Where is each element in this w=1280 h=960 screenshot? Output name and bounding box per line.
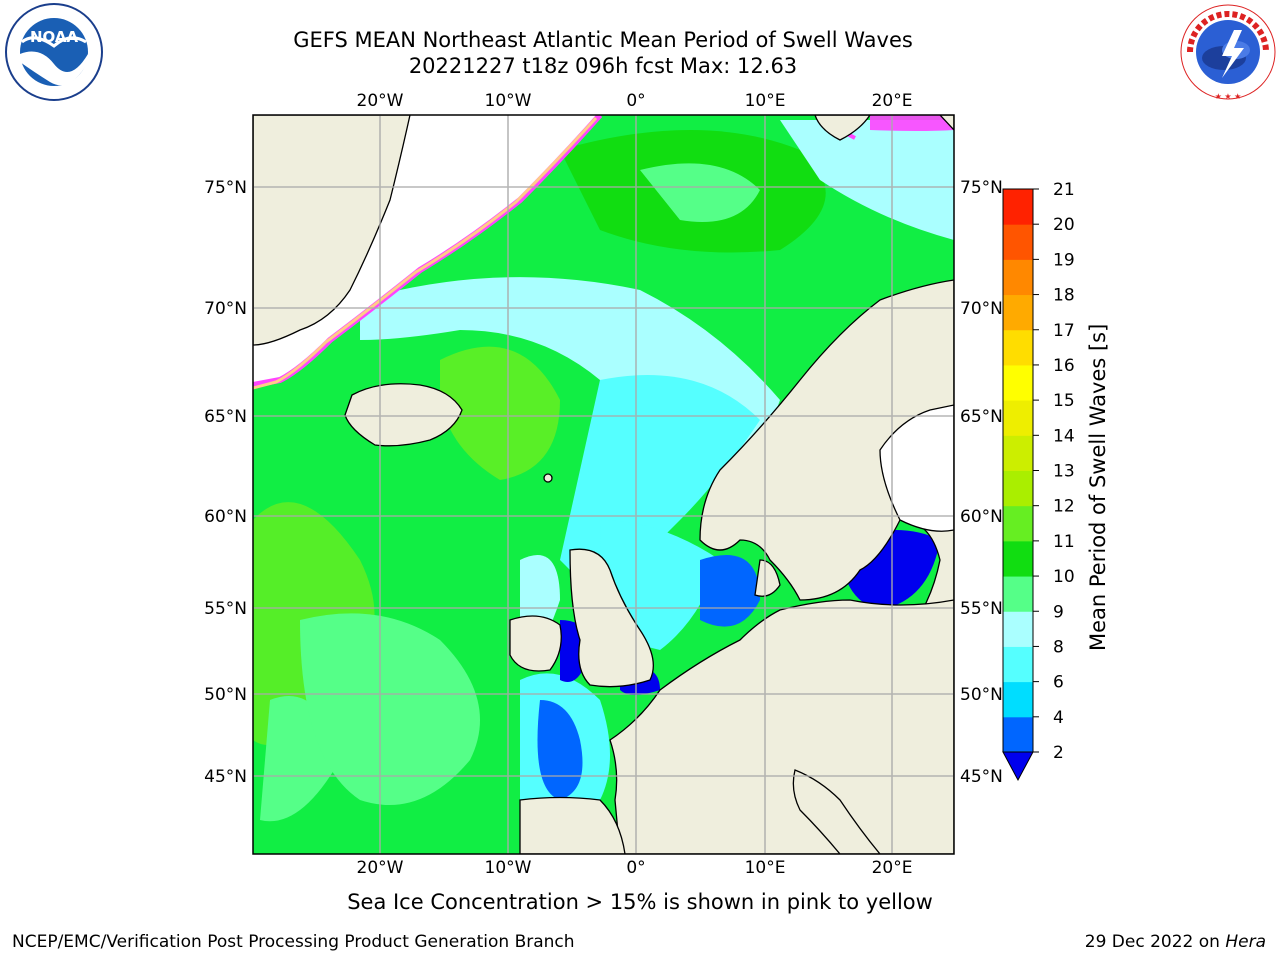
colorbar-tick-label: 4 bbox=[1053, 708, 1064, 728]
colorbar-tick-label: 19 bbox=[1053, 250, 1075, 270]
lat-label: 70°N bbox=[960, 299, 1003, 319]
colorbar-tick-label: 6 bbox=[1053, 673, 1064, 693]
footer-date-text: 29 Dec 2022 on bbox=[1084, 932, 1220, 952]
colorbar-segment bbox=[1003, 505, 1033, 542]
lat-label: 75°N bbox=[960, 178, 1003, 198]
colorbar-label: Mean Period of Swell Waves [s] bbox=[1086, 323, 1110, 651]
lon-label: 20°W bbox=[357, 91, 404, 111]
footer-host: Hera bbox=[1225, 932, 1266, 952]
lat-label: 45°N bbox=[960, 767, 1003, 787]
svg-text:★ ★ ★: ★ ★ ★ bbox=[1215, 92, 1242, 101]
colorbar-tick-label: 11 bbox=[1053, 532, 1075, 552]
colorbar-segment bbox=[1003, 646, 1033, 683]
lat-label: 50°N bbox=[960, 685, 1003, 705]
sea-ice-note: Sea Ice Concentration > 15% is shown in … bbox=[347, 890, 933, 914]
lon-label: 10°E bbox=[745, 91, 786, 111]
colorbar-segment bbox=[1003, 611, 1033, 647]
lat-label: 60°N bbox=[204, 507, 247, 527]
colorbar-segment bbox=[1003, 189, 1033, 225]
chart-title: GEFS MEAN Northeast Atlantic Mean Period… bbox=[293, 28, 913, 52]
colorbar-tick-label: 13 bbox=[1053, 462, 1075, 482]
map-plot-area bbox=[253, 115, 954, 854]
lon-labels-top: 20°W 10°W 0° 10°E 20°E bbox=[357, 91, 913, 111]
colorbar-tick-label: 2 bbox=[1053, 743, 1064, 763]
colorbar-tick-label: 8 bbox=[1053, 637, 1064, 657]
lat-label: 60°N bbox=[960, 507, 1003, 527]
colorbar-tick-label: 10 bbox=[1053, 567, 1075, 587]
noaa-logo: NOAA bbox=[4, 2, 104, 102]
footer-date: 29 Dec 2022 on Hera bbox=[1085, 932, 1266, 952]
colorbar-segment bbox=[1003, 224, 1033, 260]
colorbar-extend-arrow bbox=[1002, 751, 1034, 782]
colorbar-segment bbox=[1003, 400, 1033, 436]
lon-label: 0° bbox=[626, 91, 645, 111]
lon-label: 20°E bbox=[872, 858, 913, 878]
colorbar-segment bbox=[1003, 681, 1033, 718]
lat-label: 75°N bbox=[204, 178, 247, 198]
colorbar-segment bbox=[1003, 470, 1033, 507]
colorbar-tick-label: 9 bbox=[1053, 602, 1064, 622]
lon-label: 10°W bbox=[485, 91, 532, 111]
colorbar-tick-label: 12 bbox=[1053, 497, 1075, 517]
lon-label: 10°E bbox=[745, 858, 786, 878]
lon-label: 10°W bbox=[485, 858, 532, 878]
footer-credit: NCEP/EMC/Verification Post Processing Pr… bbox=[12, 932, 575, 952]
colorbar-segment bbox=[1003, 576, 1033, 612]
lat-label: 70°N bbox=[204, 299, 247, 319]
lat-label: 55°N bbox=[960, 599, 1003, 619]
lat-labels-right: 75°N 70°N 65°N 60°N 55°N 50°N 45°N bbox=[960, 178, 1003, 787]
lat-labels-left: 75°N 70°N 65°N 60°N 55°N 50°N 45°N bbox=[204, 178, 247, 787]
nws-logo: ★ ★ ★ bbox=[1178, 2, 1278, 102]
lon-label: 20°E bbox=[872, 91, 913, 111]
colorbar-segment bbox=[1003, 716, 1033, 753]
colorbar-tick-label: 17 bbox=[1053, 321, 1075, 341]
swell-field-patches bbox=[253, 120, 954, 854]
land bbox=[253, 115, 954, 854]
chart-subtitle: 20221227 t18z 096h fcst Max: 12.63 bbox=[408, 54, 798, 78]
noaa-logo-text: NOAA bbox=[30, 28, 79, 46]
lat-label: 55°N bbox=[204, 599, 247, 619]
colorbar-tick-label: 18 bbox=[1053, 286, 1075, 306]
graticule bbox=[253, 115, 954, 854]
colorbar-segment bbox=[1003, 435, 1033, 471]
colorbar-segment bbox=[1003, 259, 1033, 296]
lat-label: 45°N bbox=[204, 767, 247, 787]
lon-label: 20°W bbox=[357, 858, 404, 878]
lat-label: 50°N bbox=[204, 685, 247, 705]
colorbar-segment bbox=[1003, 364, 1033, 401]
colorbar-tick-label: 20 bbox=[1053, 215, 1075, 235]
map-frame bbox=[252, 114, 955, 855]
colorbar-tick-label: 15 bbox=[1053, 391, 1075, 411]
lat-label: 65°N bbox=[204, 407, 247, 427]
colorbar-segment bbox=[1003, 540, 1033, 577]
lon-labels-bottom: 20°W 10°W 0° 10°E 20°E bbox=[357, 858, 913, 878]
colorbar-segment bbox=[1003, 294, 1033, 331]
colorbar-tick-label: 21 bbox=[1053, 180, 1075, 200]
colorbar-tick-label: 16 bbox=[1053, 356, 1075, 376]
lat-label: 65°N bbox=[960, 407, 1003, 427]
lon-label: 0° bbox=[626, 858, 645, 878]
colorbar-tick-label: 14 bbox=[1053, 426, 1075, 446]
colorbar: 2 4 6 8 9 10 11 12 13 14 15 16 17 18 19 20 21 bbox=[1002, 180, 1075, 782]
colorbar-segment bbox=[1003, 329, 1033, 366]
